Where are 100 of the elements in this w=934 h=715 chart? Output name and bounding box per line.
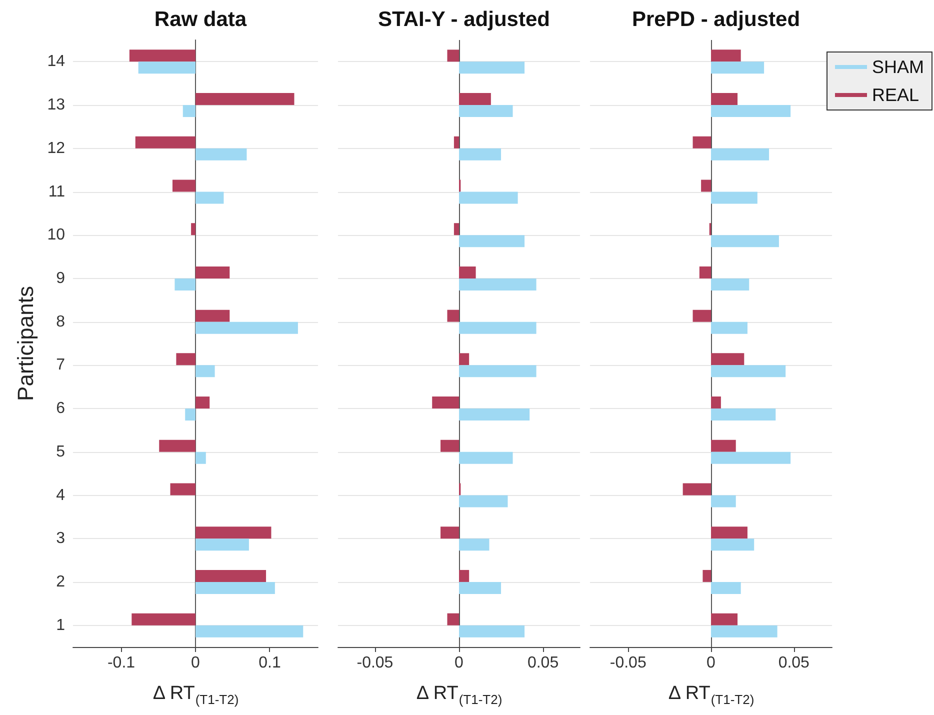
bar [459,495,508,508]
bar [711,192,758,204]
bar [682,483,711,496]
bar [711,93,738,106]
bar [711,50,741,62]
bar [196,452,206,464]
bar [196,192,224,204]
bar [711,495,736,508]
bar [711,408,776,421]
bar [440,526,459,539]
bar [196,266,230,278]
bar [459,322,536,334]
bar [172,180,196,192]
bar [196,570,266,582]
bar [440,440,459,452]
bar [196,538,249,551]
bar [711,396,721,409]
bar [459,278,536,290]
bar [711,105,791,118]
bar [711,625,778,638]
bar [185,408,196,421]
bar [196,93,294,106]
bar [459,452,513,464]
bar [692,310,711,322]
y-tick-label: 4 [56,486,66,504]
y-tick-label: 1 [56,616,66,634]
bar [129,50,196,62]
y-tick-label: 10 [47,226,66,244]
x-tick-label: -0.1 [107,654,136,672]
bar [170,483,196,496]
x-tick-label: 0 [191,654,200,672]
y-axis-title: Participants [12,286,38,401]
bar [196,310,230,322]
y-tick-label: 5 [56,443,66,460]
x-tick-label: -0.05 [356,654,394,672]
bar [196,625,304,638]
bar [711,148,770,160]
bar [432,396,459,409]
bar [196,365,215,378]
bar [196,148,247,160]
bar [459,235,525,248]
bar [711,526,748,539]
bar [711,322,748,334]
legend-label: SHAM [872,57,924,77]
bar [711,452,791,464]
bar [459,192,518,204]
bar [135,136,196,148]
bar [711,613,738,626]
y-tick-label: 12 [47,140,66,157]
bar [454,136,459,148]
bar [132,613,196,626]
x-tick-label: 0 [454,654,464,672]
bar [711,582,741,594]
y-tick-label: 7 [56,356,66,374]
bar [454,223,459,236]
bar [459,62,525,74]
bar [711,62,764,74]
bar [711,365,786,378]
bar [196,322,298,334]
bar [459,93,491,106]
bar [447,310,459,322]
bar [459,105,513,118]
y-tick-label: 13 [47,96,66,114]
bar [459,353,470,366]
bar [174,278,196,290]
y-tick-label: 14 [47,53,66,70]
y-tick-label: 6 [56,400,66,418]
bar [459,148,502,160]
bar [159,440,196,452]
bar [459,538,490,551]
chart-title: PrePD - adjusted [632,8,800,31]
chart-title: STAI-Y - adjusted [378,8,550,31]
bar [459,266,476,278]
bar [459,408,530,421]
bar [711,538,754,551]
bar [711,235,779,248]
bar [191,223,196,236]
x-tick-label: -0.05 [610,654,646,672]
y-tick-label: 2 [56,573,66,590]
bar [447,613,459,626]
bar [711,278,750,290]
chart-title: Raw data [154,8,247,31]
bar [459,582,502,594]
bar [176,353,196,366]
bar [711,440,736,452]
bar [196,396,210,409]
y-tick-label: 8 [56,313,66,330]
bar [711,353,744,366]
bar [447,50,459,62]
bar [459,625,525,638]
bar [692,136,711,148]
bar [459,365,536,378]
x-tick-label: 0.1 [258,654,281,672]
bar [459,570,470,582]
x-tick-label: 0.05 [527,654,559,672]
bar [699,266,711,278]
bar [138,62,196,74]
y-tick-label: 9 [56,270,66,287]
bar [702,570,711,582]
x-tick-label: 0 [706,654,716,672]
